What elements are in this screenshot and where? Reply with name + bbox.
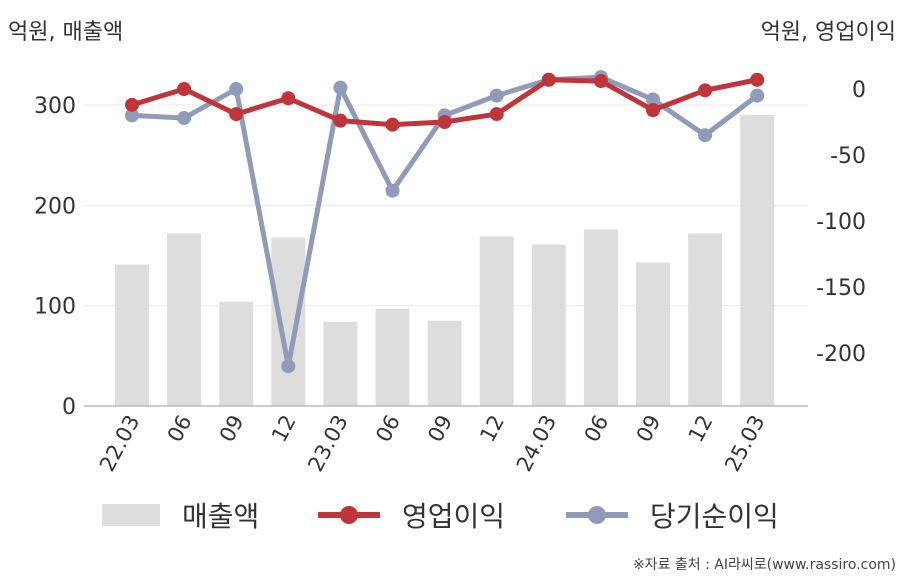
legend-swatch-net-income bbox=[566, 504, 628, 526]
point-net-income bbox=[125, 108, 139, 123]
y-left-tick-label: 0 bbox=[62, 395, 76, 420]
point-net-income bbox=[750, 88, 765, 103]
x-tick-label: 09 bbox=[423, 411, 457, 446]
bar-revenue bbox=[167, 233, 202, 406]
legend-item-operating-profit: 영업이익 bbox=[318, 490, 505, 540]
x-tick-label: 09 bbox=[632, 411, 666, 446]
point-operating-profit bbox=[281, 91, 296, 106]
bar-revenue bbox=[636, 262, 670, 406]
legend-label-operating-profit: 영업이익 bbox=[402, 500, 506, 533]
bar-revenue bbox=[531, 244, 566, 406]
point-net-income bbox=[385, 183, 400, 198]
y-right-tick-label: 0 bbox=[852, 78, 866, 103]
point-operating-profit bbox=[593, 74, 608, 89]
point-net-income bbox=[333, 80, 348, 95]
right-axis-unit: 억원, 영업이익 bbox=[760, 20, 896, 45]
point-operating-profit bbox=[229, 107, 244, 122]
point-operating-profit bbox=[698, 83, 713, 98]
point-operating-profit bbox=[437, 115, 452, 129]
bar-revenue bbox=[583, 229, 618, 406]
y-left-tick-label: 300 bbox=[34, 94, 76, 119]
y-left-tick-label: 200 bbox=[34, 194, 76, 219]
left-axis-unit: 억원, 매출액 bbox=[8, 20, 124, 45]
bar-revenue bbox=[740, 115, 775, 407]
point-operating-profit bbox=[541, 72, 556, 87]
x-tick-label: 06 bbox=[371, 411, 405, 446]
bar-revenue bbox=[271, 237, 306, 406]
x-tick-label: 24.03 bbox=[512, 411, 561, 475]
point-operating-profit bbox=[125, 97, 139, 112]
point-net-income bbox=[698, 128, 713, 143]
x-tick-label: 23.03 bbox=[303, 411, 352, 475]
source-note: ※자료 출처 : AI라씨로(www.rassiro.com) bbox=[632, 557, 896, 573]
legend-swatch-operating-profit bbox=[318, 504, 380, 526]
bar-revenue bbox=[375, 308, 410, 406]
bar-revenue bbox=[479, 236, 514, 406]
legend-label-net-income: 당기순이익 bbox=[650, 500, 779, 533]
bar-revenue bbox=[688, 233, 723, 406]
x-tick-label: 12 bbox=[475, 411, 509, 446]
x-tick-label: 12 bbox=[267, 411, 301, 446]
bar-revenue bbox=[427, 320, 462, 406]
point-net-income bbox=[229, 82, 244, 96]
point-net-income bbox=[489, 88, 504, 103]
legend: 매출액 영업이익 당기순이익 bbox=[0, 490, 908, 540]
y-right-tick-label: -200 bbox=[816, 342, 866, 367]
y-right-tick-label: -150 bbox=[816, 276, 866, 301]
x-tick-label: 06 bbox=[580, 411, 614, 446]
x-tick-label: 12 bbox=[684, 411, 718, 446]
point-operating-profit bbox=[177, 82, 192, 96]
point-operating-profit bbox=[333, 113, 348, 128]
point-net-income bbox=[281, 359, 296, 374]
y-left-tick-label: 100 bbox=[34, 295, 76, 320]
point-net-income bbox=[646, 92, 660, 107]
bar-revenue bbox=[323, 321, 358, 406]
point-operating-profit bbox=[646, 103, 660, 118]
point-operating-profit bbox=[750, 72, 765, 87]
legend-item-net-income: 당기순이익 bbox=[566, 490, 779, 540]
point-operating-profit bbox=[385, 117, 400, 132]
x-tick-label: 09 bbox=[215, 411, 249, 446]
legend-label-revenue: 매출액 bbox=[182, 500, 260, 533]
legend-swatch-revenue bbox=[102, 504, 160, 526]
x-tick-label: 25.03 bbox=[720, 411, 769, 475]
y-right-tick-label: -100 bbox=[816, 210, 866, 235]
y-right-tick-label: -50 bbox=[830, 144, 866, 169]
x-tick-label: 06 bbox=[163, 411, 197, 446]
bar-revenue bbox=[115, 264, 149, 406]
point-net-income bbox=[177, 111, 192, 126]
x-tick-label: 22.03 bbox=[95, 411, 144, 475]
legend-item-revenue: 매출액 bbox=[102, 490, 259, 540]
point-operating-profit bbox=[489, 107, 504, 122]
bar-revenue bbox=[219, 301, 254, 406]
